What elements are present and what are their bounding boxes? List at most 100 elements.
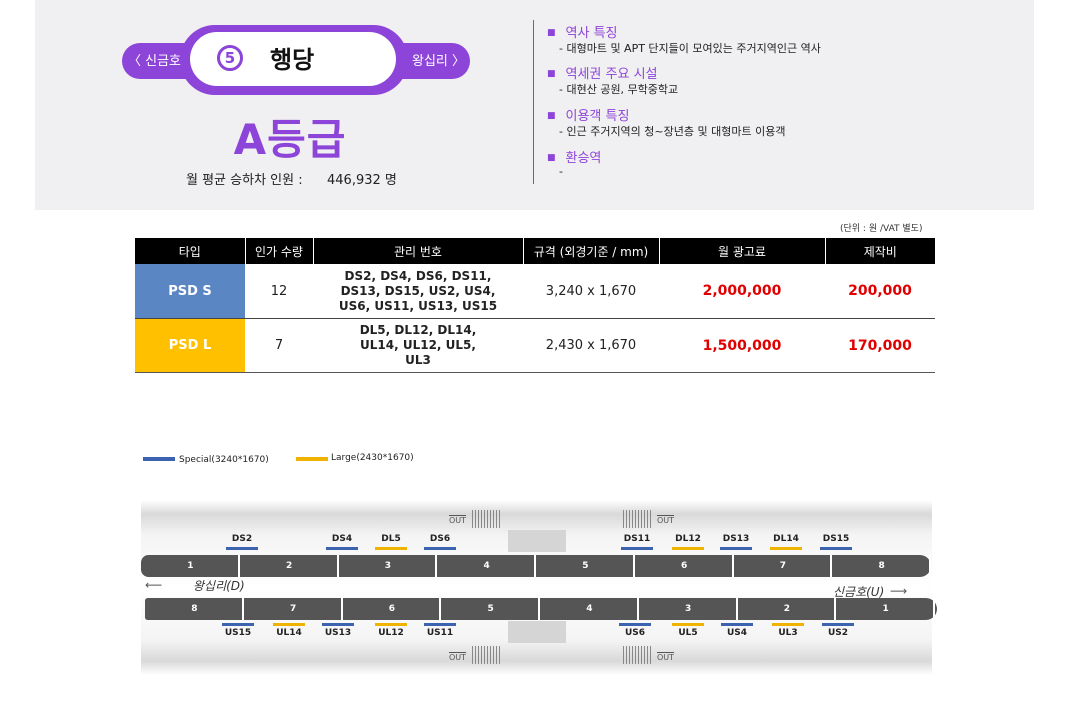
codes-cell: DS2, DS4, DS6, DS11, DS13, DS15, US2, US… [313, 264, 523, 319]
train-car: 3 [641, 598, 738, 620]
production-price-cell: 200,000 [825, 264, 935, 319]
monthly-ridership-value: 446,932 명 [327, 173, 397, 188]
header-qty: 인가 수량 [244, 238, 313, 264]
ad-position-marker [772, 623, 804, 626]
ad-position-label: DS11 [623, 534, 651, 544]
ad-position-label: UL14 [276, 628, 302, 638]
platform-block [508, 621, 566, 643]
ad-position-marker [721, 623, 753, 626]
feature-title: ■ 이용객 특징 [547, 109, 630, 124]
ad-position-label: US6 [624, 628, 646, 638]
train-car: 1 [143, 555, 240, 577]
ad-position-marker [375, 547, 407, 550]
ad-position-label: DS2 [231, 534, 253, 544]
train-car: 6 [345, 598, 442, 620]
ad-position-marker [619, 623, 651, 626]
ad-position-label: US15 [224, 628, 252, 638]
direction-right-label: 신금호(U) [833, 585, 885, 599]
ad-position-marker [672, 547, 704, 550]
header-monthly: 월 광고료 [658, 238, 825, 264]
train-car: 5 [538, 555, 635, 577]
train-car: 8 [834, 555, 931, 577]
ad-position-marker [424, 547, 456, 550]
exit-out-label: OUT [657, 516, 675, 525]
ad-position-label: DS4 [331, 534, 353, 544]
exit-gate-icon [623, 646, 653, 664]
type-cell: PSD S [135, 264, 245, 319]
direction-left-label: 왕십리(D) [193, 579, 245, 593]
ad-position-label: UL5 [678, 628, 698, 638]
ad-position-marker [820, 547, 852, 550]
ad-position-marker [822, 623, 854, 626]
train-car: 1 [838, 598, 935, 620]
ad-position-marker [424, 623, 456, 626]
ad-position-marker [720, 547, 752, 550]
train-car: 3 [341, 555, 438, 577]
ad-position-label: DL14 [773, 534, 799, 544]
feature-desc: - 대현산 공원, 무학중학교 [559, 83, 679, 96]
monthly-price-cell: 2,000,000 [659, 264, 825, 319]
ad-position-marker [322, 623, 354, 626]
train-car: 5 [443, 598, 540, 620]
ad-position-label: DS13 [722, 534, 750, 544]
ad-position-label: DS15 [822, 534, 850, 544]
arrow-right-icon: ⟶ [890, 584, 908, 598]
size-cell: 2,430 x 1,670 [523, 318, 659, 373]
station-number-badge: 5 [217, 45, 243, 71]
ad-position-label: US11 [426, 628, 454, 638]
legend-large-label: Large(2430*1670) [331, 453, 414, 463]
feature-divider [533, 20, 534, 184]
ad-position-label: DS6 [429, 534, 451, 544]
exit-out-label: OUT [449, 653, 467, 662]
ad-position-marker [226, 547, 258, 550]
type-cell: PSD L [135, 318, 245, 373]
platform-block [508, 530, 566, 552]
ad-position-marker [222, 623, 254, 626]
header-size: 규격 (외경기준 / mm) [522, 238, 659, 264]
station-name: 행당 [270, 46, 315, 74]
train-car: 4 [439, 555, 536, 577]
ad-pricing-table: 타입 인가 수량 관리 번호 규격 (외경기준 / mm) 월 광고료 제작비 … [135, 238, 935, 373]
qty-cell: 7 [245, 318, 313, 373]
legend-special-swatch [143, 457, 175, 461]
exit-gate-icon [472, 510, 502, 528]
feature-title: ■ 환승역 [547, 151, 602, 166]
exit-gate-icon [472, 646, 502, 664]
header-codes: 관리 번호 [312, 238, 523, 264]
exit-out-label: OUT [657, 653, 675, 662]
header-type: 타입 [135, 238, 245, 264]
ad-position-marker [375, 623, 407, 626]
next-station-label: 왕십리 〉 [412, 54, 466, 69]
ad-position-marker [326, 547, 358, 550]
table-row: PSD S 12 DS2, DS4, DS6, DS11, DS13, DS15… [135, 264, 935, 319]
ad-position-marker [770, 547, 802, 550]
station-grade: A등급 [233, 115, 347, 164]
ad-position-label: UL12 [378, 628, 404, 638]
monthly-price-cell: 1,500,000 [659, 318, 825, 373]
feature-desc: - 인근 주거지역의 청~장년층 및 대형마트 이용객 [559, 125, 786, 138]
train-car: 2 [740, 598, 837, 620]
arrow-left-icon: ⟵ [145, 578, 163, 592]
ad-position-label: DL5 [381, 534, 401, 544]
legend-special-label: Special(3240*1670) [179, 455, 269, 465]
unit-note: (단위 : 원 /VAT 별도) [840, 224, 923, 234]
train-car: 2 [242, 555, 339, 577]
table-header-row: 타입 인가 수량 관리 번호 규격 (외경기준 / mm) 월 광고료 제작비 [135, 238, 935, 264]
ad-position-label: US13 [324, 628, 352, 638]
train-car: 7 [246, 598, 343, 620]
codes-cell: DL5, DL12, DL14, UL14, UL12, UL5, UL3 [313, 318, 523, 373]
codes-text: DL5, DL12, DL14, UL14, UL12, UL5, UL3 [359, 323, 477, 367]
feature-title: ■ 역세권 주요 시설 [547, 67, 658, 82]
train-car: 8 [147, 598, 244, 620]
train-car: 7 [736, 555, 833, 577]
station-header-panel [35, 0, 1034, 210]
exit-out-label: OUT [449, 516, 467, 525]
train-car: 4 [542, 598, 639, 620]
train-car: 6 [637, 555, 734, 577]
feature-desc: - [559, 165, 563, 178]
production-price-cell: 170,000 [825, 318, 935, 373]
qty-cell: 12 [245, 264, 313, 319]
monthly-ridership-label: 월 평균 승하차 인원 : [186, 173, 303, 188]
